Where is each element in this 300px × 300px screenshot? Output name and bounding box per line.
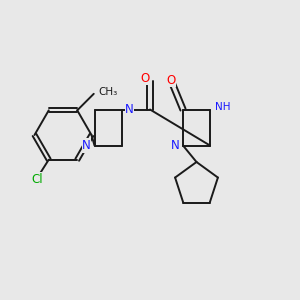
Text: N: N [82, 139, 91, 152]
Text: Cl: Cl [31, 173, 43, 186]
Text: O: O [140, 71, 149, 85]
Text: O: O [167, 74, 176, 87]
Text: N: N [125, 103, 134, 116]
Text: CH₃: CH₃ [98, 87, 118, 97]
Text: N: N [171, 139, 179, 152]
Text: NH: NH [214, 101, 230, 112]
